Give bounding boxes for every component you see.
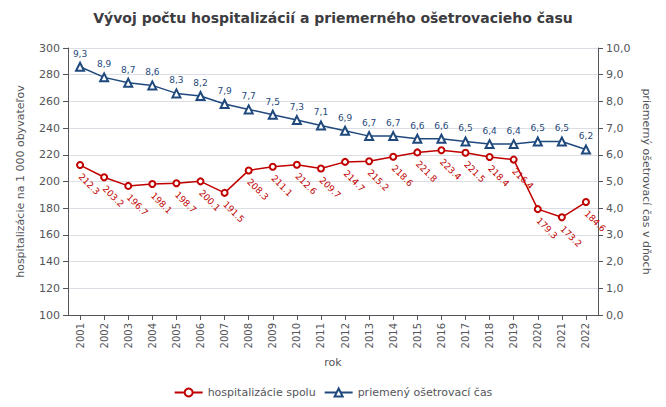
svg-text:173.2: 173.2 <box>558 224 583 249</box>
svg-text:221.8: 221.8 <box>414 159 439 184</box>
svg-text:1,0: 1,0 <box>606 282 624 295</box>
svg-text:2011: 2011 <box>315 323 326 348</box>
svg-text:2001: 2001 <box>75 323 86 348</box>
svg-text:223.4: 223.4 <box>438 157 463 182</box>
svg-text:hospitalizácie spolu: hospitalizácie spolu <box>208 386 316 399</box>
svg-text:2002: 2002 <box>99 323 110 348</box>
svg-text:214.7: 214.7 <box>342 168 367 193</box>
svg-text:7,9: 7,9 <box>217 86 232 96</box>
svg-text:9,3: 9,3 <box>73 49 87 59</box>
svg-text:rok: rok <box>324 356 342 369</box>
svg-text:2019: 2019 <box>508 323 519 348</box>
svg-text:6,6: 6,6 <box>434 121 449 131</box>
svg-text:6,9: 6,9 <box>338 113 353 123</box>
svg-text:2008: 2008 <box>243 323 254 348</box>
svg-text:221.5: 221.5 <box>462 159 487 184</box>
svg-text:212.6: 212.6 <box>293 171 318 196</box>
svg-text:2010: 2010 <box>291 323 302 348</box>
svg-text:hospitalizácie na 1 000 obyvat: hospitalizácie na 1 000 obyvateľov <box>14 85 27 278</box>
svg-text:191.5: 191.5 <box>221 199 246 224</box>
svg-text:8,7: 8,7 <box>121 65 135 75</box>
svg-text:300: 300 <box>39 42 60 55</box>
svg-text:203.2: 203.2 <box>101 184 126 209</box>
svg-text:2014: 2014 <box>388 323 399 348</box>
svg-text:2005: 2005 <box>171 323 182 348</box>
svg-text:160: 160 <box>39 228 60 241</box>
svg-text:8,9: 8,9 <box>97 59 112 69</box>
svg-text:2006: 2006 <box>195 323 206 348</box>
svg-text:3,0: 3,0 <box>606 228 624 241</box>
svg-text:2021: 2021 <box>556 323 567 348</box>
svg-text:9,0: 9,0 <box>606 68 624 81</box>
svg-text:218.6: 218.6 <box>390 163 415 188</box>
svg-text:100: 100 <box>39 309 60 322</box>
svg-text:8,6: 8,6 <box>145 67 160 77</box>
svg-text:2022: 2022 <box>580 323 591 348</box>
svg-text:211.1: 211.1 <box>269 173 294 198</box>
svg-text:6,7: 6,7 <box>386 118 400 128</box>
svg-text:179.3: 179.3 <box>534 216 559 241</box>
svg-text:198.7: 198.7 <box>173 190 198 215</box>
svg-text:priemerný ošetrovací čas v dňo: priemerný ošetrovací čas v dňoch <box>640 88 653 274</box>
svg-text:6,5: 6,5 <box>555 123 569 133</box>
svg-text:0,0: 0,0 <box>606 309 624 322</box>
svg-text:2018: 2018 <box>484 323 495 348</box>
svg-text:2007: 2007 <box>219 323 230 348</box>
svg-text:6,5: 6,5 <box>458 123 472 133</box>
svg-text:6,6: 6,6 <box>410 121 425 131</box>
svg-text:280: 280 <box>39 68 60 81</box>
svg-text:218.4: 218.4 <box>486 163 511 188</box>
svg-text:120: 120 <box>39 282 60 295</box>
svg-text:200.1: 200.1 <box>197 188 222 213</box>
svg-text:2016: 2016 <box>436 323 447 348</box>
svg-text:196.7: 196.7 <box>125 192 150 217</box>
svg-text:6,2: 6,2 <box>579 131 593 141</box>
svg-text:260: 260 <box>39 95 60 108</box>
svg-text:6,0: 6,0 <box>606 148 624 161</box>
svg-text:2003: 2003 <box>123 323 134 348</box>
svg-text:2004: 2004 <box>147 323 158 348</box>
svg-text:6,4: 6,4 <box>507 126 522 136</box>
svg-text:220: 220 <box>39 148 60 161</box>
svg-text:7,3: 7,3 <box>290 102 304 112</box>
svg-text:184.6: 184.6 <box>582 209 607 234</box>
svg-text:6,4: 6,4 <box>482 126 497 136</box>
svg-text:140: 140 <box>39 255 60 268</box>
svg-text:4,0: 4,0 <box>606 202 624 215</box>
svg-text:priemený ošetrovací čas: priemený ošetrovací čas <box>358 386 493 399</box>
svg-text:2013: 2013 <box>364 323 375 348</box>
svg-text:198.1: 198.1 <box>149 191 174 216</box>
svg-text:6,5: 6,5 <box>531 123 545 133</box>
svg-text:216.4: 216.4 <box>510 166 535 191</box>
svg-text:212.3: 212.3 <box>77 172 102 197</box>
svg-text:215.2: 215.2 <box>366 168 391 193</box>
svg-text:10,0: 10,0 <box>606 42 631 55</box>
svg-text:7,0: 7,0 <box>606 122 624 135</box>
svg-text:180: 180 <box>39 202 60 215</box>
svg-text:2012: 2012 <box>340 323 351 348</box>
svg-text:7,5: 7,5 <box>266 97 280 107</box>
svg-text:208.3: 208.3 <box>245 177 270 202</box>
svg-text:2017: 2017 <box>460 323 471 348</box>
svg-text:240: 240 <box>39 122 60 135</box>
svg-text:7,7: 7,7 <box>242 91 256 101</box>
svg-text:7,1: 7,1 <box>314 107 328 117</box>
svg-text:6,7: 6,7 <box>362 118 376 128</box>
svg-text:8,0: 8,0 <box>606 95 624 108</box>
svg-text:2015: 2015 <box>412 323 423 348</box>
svg-text:8,3: 8,3 <box>169 75 183 85</box>
svg-text:200: 200 <box>39 175 60 188</box>
svg-text:2020: 2020 <box>532 323 543 348</box>
svg-text:2,0: 2,0 <box>606 255 624 268</box>
svg-text:5,0: 5,0 <box>606 175 624 188</box>
svg-text:8,2: 8,2 <box>193 78 207 88</box>
svg-text:209.7: 209.7 <box>317 175 342 200</box>
svg-text:2009: 2009 <box>267 323 278 348</box>
svg-text:Vývoj počtu hospitalizácií a p: Vývoj počtu hospitalizácií a priemerného… <box>93 10 572 26</box>
